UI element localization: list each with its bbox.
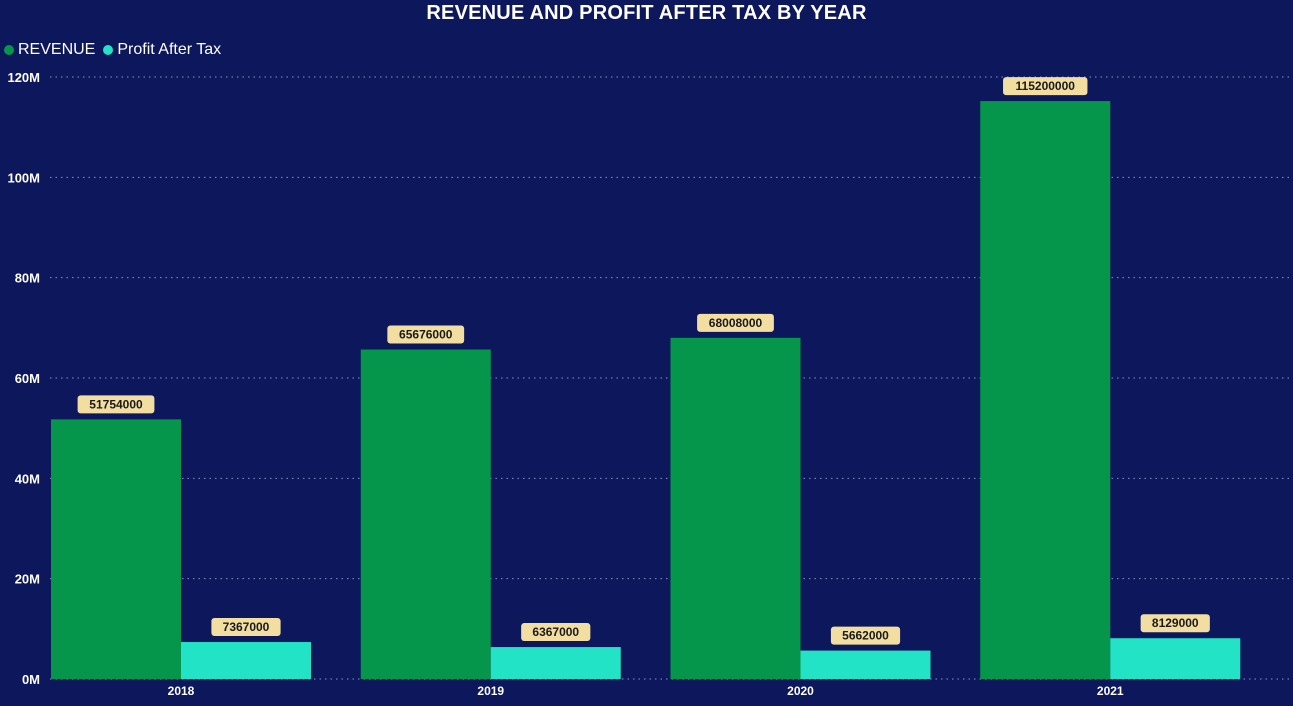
legend-label-revenue: REVENUE: [18, 41, 96, 58]
legend: REVENUE Profit After Tax: [4, 40, 229, 60]
legend-item-revenue[interactable]: REVENUE: [4, 41, 95, 59]
x-tick-label: 2018: [168, 684, 195, 698]
bar-revenue-2019: [360, 349, 491, 679]
legend-item-profit[interactable]: Profit After Tax: [103, 41, 221, 59]
data-label: 7367000: [223, 620, 270, 634]
data-label-bg: [211, 618, 281, 637]
y-tick-label: 80M: [15, 271, 40, 286]
legend-dot-revenue: [4, 45, 14, 55]
y-tick-label: 120M: [7, 70, 40, 85]
bar-revenue-2018: [51, 419, 181, 679]
data-label: 8129000: [1152, 616, 1199, 630]
data-label-bg: [521, 623, 591, 642]
data-label: 65676000: [399, 328, 453, 342]
bar-profit-2021: [1110, 638, 1241, 679]
bar-revenue-2020: [670, 337, 801, 679]
x-tick-label: 2020: [787, 684, 814, 698]
bar-revenue-2021: [980, 101, 1111, 679]
data-label: 115200000: [1016, 79, 1076, 93]
bar-profit-2019: [490, 647, 621, 679]
x-tick-label: 2019: [477, 684, 504, 698]
data-label: 68008000: [709, 316, 763, 330]
data-label: 6367000: [532, 625, 579, 639]
y-tick-label: 100M: [7, 170, 40, 185]
y-tick-label: 60M: [15, 371, 40, 386]
legend-label-profit: Profit After Tax: [117, 41, 222, 58]
data-label-bg: [1140, 614, 1210, 633]
data-label-bg: [697, 313, 774, 332]
bar-profit-2020: [800, 650, 931, 679]
bar-profit-2018: [181, 642, 311, 679]
data-label-bg: [387, 325, 465, 344]
y-tick-label: 0M: [22, 672, 40, 687]
data-label: 51754000: [89, 397, 143, 411]
data-label-bg: [1003, 77, 1088, 96]
y-tick-label: 40M: [15, 471, 40, 486]
data-label: 5662000: [842, 629, 889, 643]
data-label-bg: [77, 395, 155, 414]
data-label-bg: [830, 626, 901, 645]
y-tick-label: 20M: [15, 572, 40, 587]
chart-title: REVENUE AND PROFIT AFTER TAX BY YEAR: [426, 2, 867, 24]
legend-dot-profit: [103, 45, 114, 55]
x-tick-label: 2021: [1097, 684, 1124, 698]
